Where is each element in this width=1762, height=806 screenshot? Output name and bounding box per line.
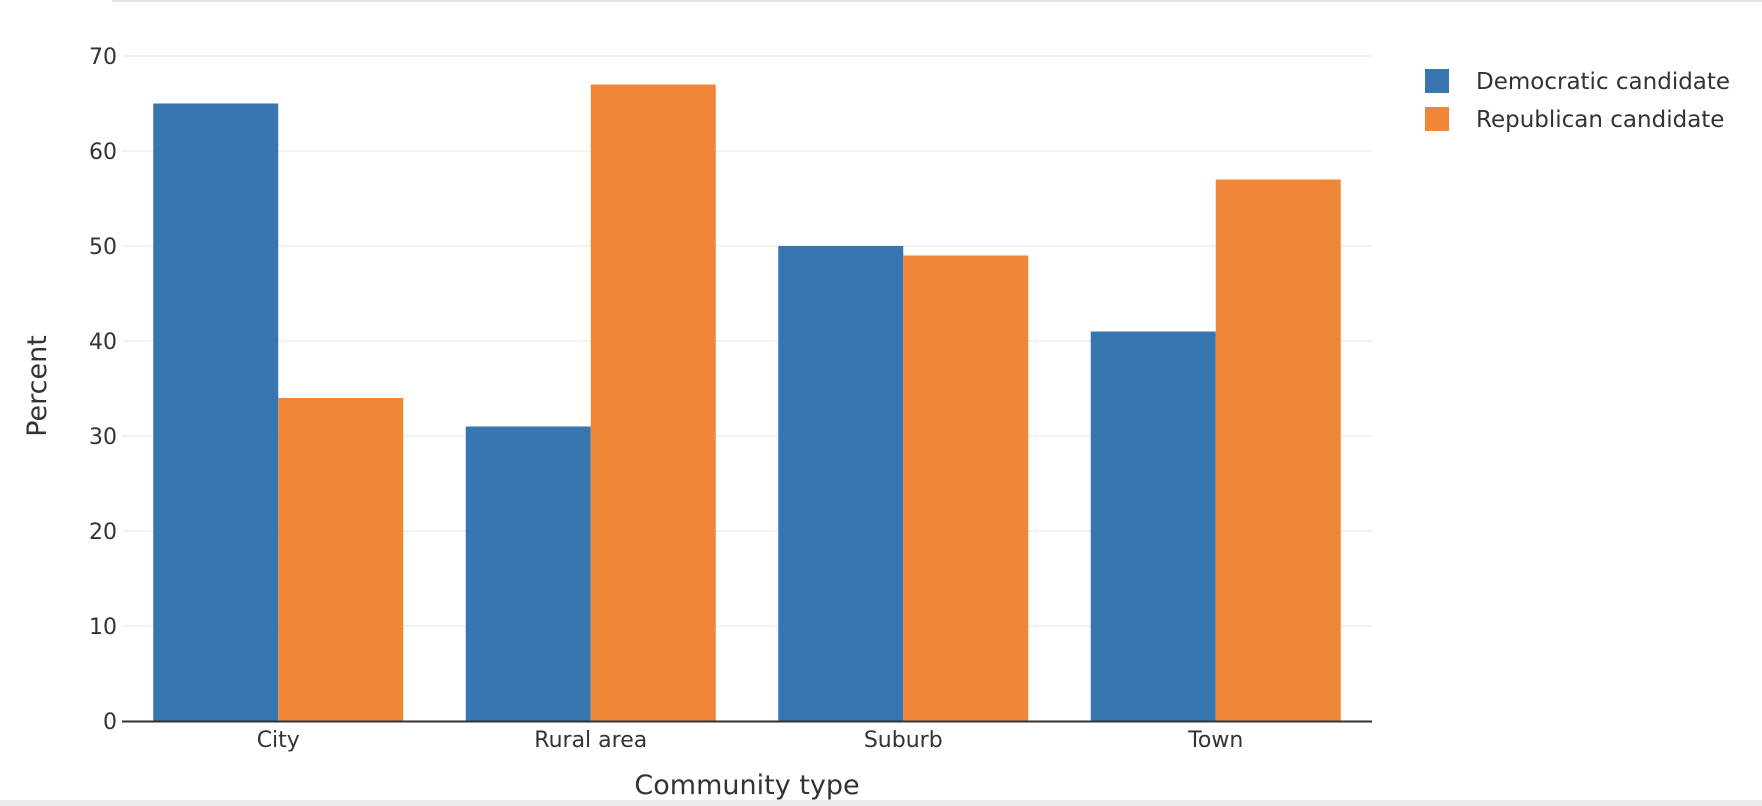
y-axis-title: Percent xyxy=(22,335,53,437)
legend-label: Democratic candidate xyxy=(1476,69,1730,95)
y-tick-label: 30 xyxy=(89,425,117,450)
x-tick-label: Suburb xyxy=(864,728,943,753)
bar-republican-candidate-suburb xyxy=(903,255,1029,721)
legend: Democratic candidate Republican candidate xyxy=(1425,69,1730,133)
bars xyxy=(153,84,1341,721)
x-tick-label: Town xyxy=(1187,728,1243,753)
bar-republican-candidate-town xyxy=(1215,179,1341,721)
legend-label: Republican candidate xyxy=(1476,107,1724,133)
bar-democratic-candidate-suburb xyxy=(778,246,904,721)
y-tick-label: 40 xyxy=(89,330,117,355)
y-tick-label: 10 xyxy=(89,615,117,640)
y-tick-label: 20 xyxy=(89,520,117,545)
y-tick-label: 60 xyxy=(89,140,117,165)
bar-republican-candidate-rural-area xyxy=(590,84,716,721)
x-tick-labels: City Rural area Suburb Town xyxy=(257,728,1244,753)
top-frame-border xyxy=(112,0,1762,2)
bar-democratic-candidate-rural-area xyxy=(465,426,591,721)
legend-swatch xyxy=(1425,107,1449,131)
x-tick-label: City xyxy=(257,728,300,753)
y-tick-labels: 0 10 20 30 40 50 60 70 xyxy=(89,45,117,735)
bar-republican-candidate-city xyxy=(278,398,404,721)
x-tick-label: Rural area xyxy=(534,728,647,753)
x-axis-title: Community type xyxy=(634,770,859,801)
bottom-frame-border xyxy=(0,800,1762,806)
legend-swatch xyxy=(1425,69,1449,93)
y-tick-label: 0 xyxy=(103,710,117,735)
bar-democratic-candidate-town xyxy=(1090,331,1216,721)
y-tick-label: 50 xyxy=(89,235,117,260)
bar-democratic-candidate-city xyxy=(153,103,279,721)
y-tick-label: 70 xyxy=(89,45,117,70)
